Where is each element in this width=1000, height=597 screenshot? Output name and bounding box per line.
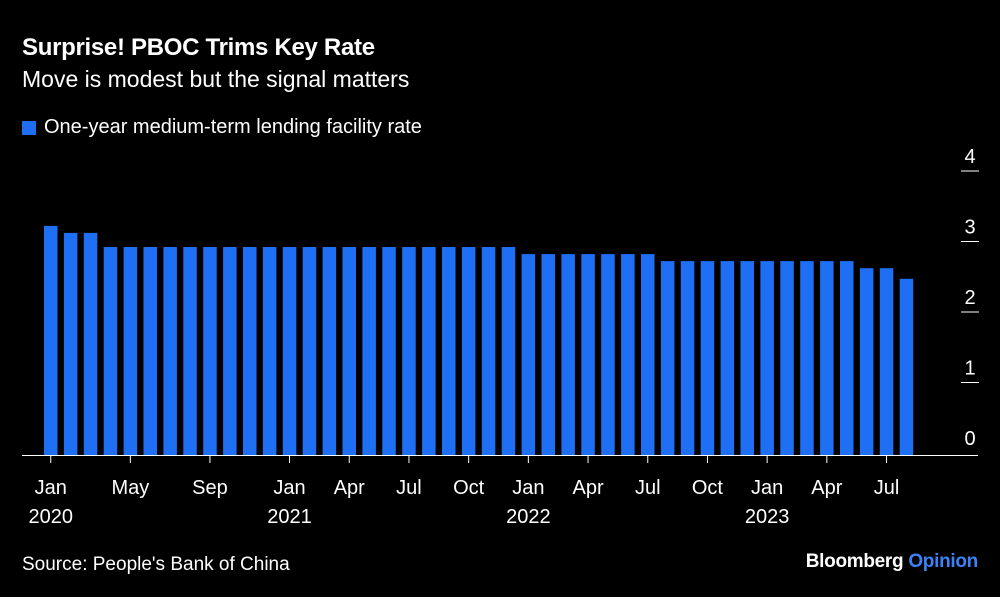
bar [402,247,416,455]
bar [83,232,98,455]
bar [501,247,516,455]
x-tick-label-month: Jan [512,477,544,499]
bar [362,247,376,455]
bar [840,261,854,455]
bar [899,278,914,456]
bar [322,247,337,455]
bar [720,261,735,455]
bar [302,247,317,455]
bloomberg-opinion-logo: Bloomberg Opinion [805,551,979,573]
y-tick-label: 1 [964,358,975,380]
bar [103,247,118,455]
bar [183,247,197,455]
x-tick-label-month: Jan [35,477,67,499]
bar [223,247,237,455]
bar [561,254,575,455]
bar [342,247,356,455]
bar [760,261,774,455]
bar [123,247,138,455]
bar [740,261,754,455]
bar [800,261,814,455]
x-tick-label-year: 2023 [745,506,790,528]
bar [481,247,496,455]
legend: One-year medium-term lending facility ra… [22,116,422,139]
chart-title: Surprise! PBOC Trims Key Rate [22,34,375,61]
bar [442,247,456,455]
y-tick-label: 0 [964,428,975,450]
x-tick-label-month: Apr [572,477,603,499]
bar [581,254,595,455]
bar [521,254,536,455]
x-tick-label-year: 2021 [267,506,312,528]
bar [780,261,794,455]
bar [641,254,655,455]
y-tick-label: 3 [964,217,975,239]
x-tick-label-month: Apr [334,477,365,499]
bar [700,261,715,455]
bar [660,261,675,455]
x-tick-label-month: Apr [811,477,842,499]
x-tick-label-month: Jan [273,477,305,499]
x-tick-label-month: Oct [453,477,485,499]
bar [163,247,177,455]
bar [820,261,834,455]
legend-swatch [22,120,36,135]
bar [541,254,555,455]
y-tick-label: 2 [964,287,975,309]
x-tick-label-month: May [111,477,149,499]
x-tick-label-month: Jul [635,477,661,499]
x-tick-label-month: Jul [874,477,900,499]
x-tick-label-month: Jul [396,477,422,499]
bar [63,232,78,455]
bar [44,225,58,455]
x-tick-label-month: Jan [751,477,783,499]
bar [879,268,894,455]
x-tick-label-year: 2020 [29,506,74,528]
x-tick-label-year: 2022 [506,506,551,528]
bar [461,247,476,455]
bar [422,247,436,455]
x-tick-label-month: Oct [692,477,724,499]
x-tick-label-month: Sep [192,477,228,499]
bar [382,247,396,455]
legend-label: One-year medium-term lending facility ra… [44,116,422,138]
chart-subtitle: Move is modest but the signal matters [22,66,410,92]
bar [262,247,277,455]
bar [282,247,297,455]
bar [243,247,257,455]
brand-accent: Opinion [908,551,978,572]
bar [859,268,874,455]
bar [601,254,615,455]
bar [621,254,635,455]
bar [203,247,217,455]
y-tick-label: 4 [964,146,975,168]
source-note: Source: People's Bank of China [22,554,290,575]
bar [680,261,695,455]
brand-main: Bloomberg [805,551,904,572]
bar [143,247,157,455]
